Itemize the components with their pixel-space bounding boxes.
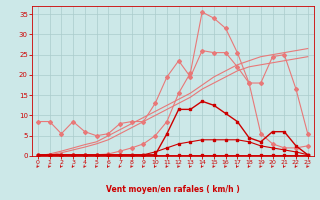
X-axis label: Vent moyen/en rafales ( km/h ): Vent moyen/en rafales ( km/h ) (106, 185, 240, 194)
